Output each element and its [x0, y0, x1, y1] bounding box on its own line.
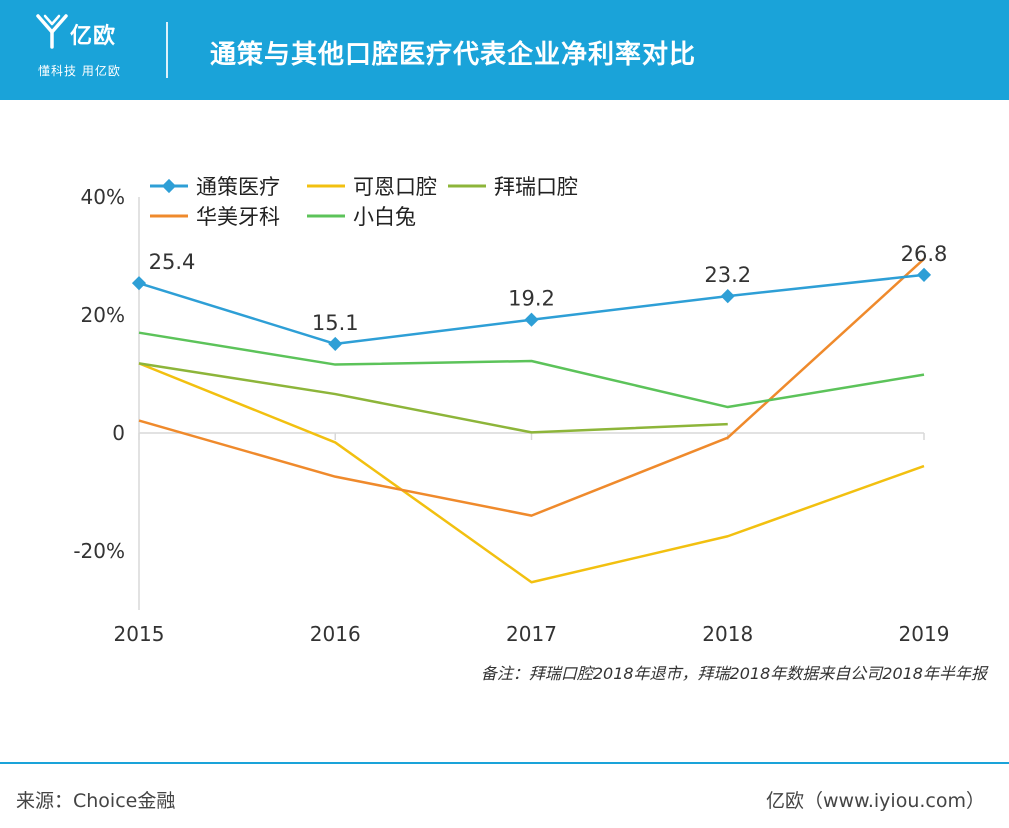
series-line-2 — [138, 362, 925, 584]
site-text: 亿欧（www.iyiou.com） — [765, 790, 985, 812]
logo-name: 亿欧 — [70, 24, 117, 49]
header-divider — [166, 22, 168, 78]
net-margin-line-chart: 40% 20% 0 -20% 2015 2016 2017 2018 2019 25.4 15.1 1… — [73, 175, 950, 646]
logo-slogan: 懂科技 用亿欧 — [38, 64, 121, 78]
x-tick-label: 2015 — [114, 622, 165, 646]
footer-divider — [0, 762, 1009, 764]
series-line-5 — [138, 331, 925, 409]
x-tick-label: 2016 — [310, 622, 361, 646]
legend-label: 拜瑞口腔 — [494, 175, 578, 199]
series-marker — [131, 276, 147, 291]
data-label: 26.8 — [901, 242, 948, 266]
y-tick-label: 40% — [81, 185, 125, 209]
legend-marker — [161, 178, 177, 194]
series-marker — [524, 312, 539, 327]
header-banner: 亿欧 懂科技 用亿欧 通策与其他口腔医疗代表企业净利率对比 — [0, 0, 1009, 100]
legend-label: 可恩口腔 — [353, 175, 437, 199]
series-line-4 — [138, 258, 925, 517]
series-marker — [720, 289, 735, 304]
x-tick-label: 2018 — [702, 622, 753, 646]
series-marker — [328, 336, 343, 351]
data-label: 19.2 — [508, 287, 555, 311]
y-tick-label: 0 — [112, 421, 125, 445]
series-marker — [916, 267, 932, 282]
chart-note: 备注：拜瑞口腔2018年退市，拜瑞2018年数据来自公司2018年半年报 — [480, 664, 987, 683]
legend-label: 通策医疗 — [196, 175, 280, 199]
y-tick-label: -20% — [73, 539, 125, 563]
legend-label: 小白兔 — [353, 205, 416, 229]
legend-label: 华美牙科 — [196, 205, 280, 229]
x-tick-label: 2019 — [899, 622, 950, 646]
data-label: 15.1 — [312, 311, 359, 335]
series-line-3 — [138, 362, 728, 434]
y-tick-label: 20% — [81, 303, 125, 327]
x-tick-label: 2017 — [506, 622, 557, 646]
source-text: 来源：Choice金融 — [16, 790, 176, 812]
yiou-logo-icon — [36, 14, 68, 49]
page-title: 通策与其他口腔医疗代表企业净利率对比 — [210, 40, 697, 70]
data-label: 25.4 — [149, 250, 196, 274]
data-label: 23.2 — [704, 263, 751, 287]
